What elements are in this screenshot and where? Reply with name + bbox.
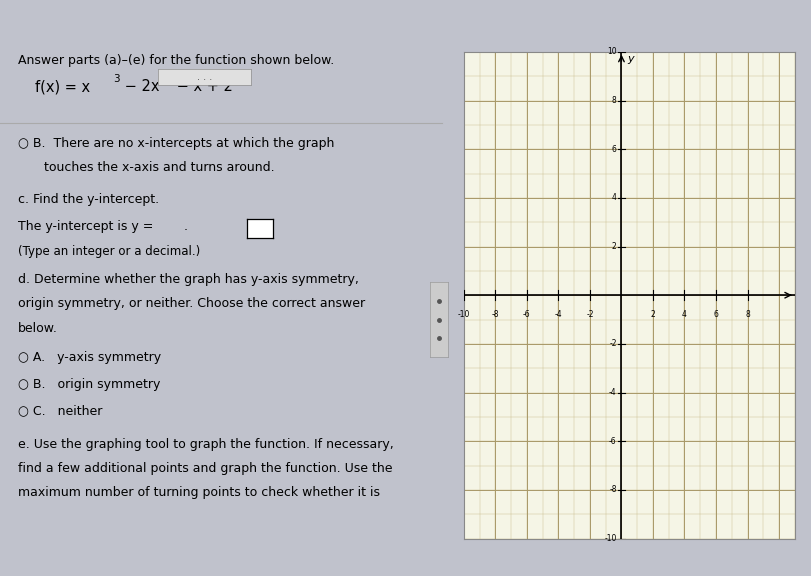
Text: -10: -10 [604, 534, 616, 543]
Text: Answer parts (a)–(e) for the function shown below.: Answer parts (a)–(e) for the function sh… [18, 54, 334, 67]
Text: -2: -2 [586, 310, 594, 319]
Text: 2: 2 [165, 74, 173, 84]
Text: − 2x: − 2x [120, 79, 160, 94]
Text: 4: 4 [611, 194, 616, 202]
Text: ○ B.   origin symmetry: ○ B. origin symmetry [18, 378, 160, 391]
Text: 4: 4 [682, 310, 687, 319]
Text: -6: -6 [523, 310, 530, 319]
Text: c. Find the y-intercept.: c. Find the y-intercept. [18, 193, 159, 206]
Text: (Type an integer or a decimal.): (Type an integer or a decimal.) [18, 245, 200, 258]
Text: . . .: . . . [197, 72, 212, 82]
Text: touches the x-axis and turns around.: touches the x-axis and turns around. [44, 161, 275, 174]
Text: ○ B.  There are no x-intercepts at which the graph: ○ B. There are no x-intercepts at which … [18, 137, 334, 150]
Text: -4: -4 [555, 310, 562, 319]
Text: origin symmetry, or neither. Choose the correct answer: origin symmetry, or neither. Choose the … [18, 297, 365, 310]
Text: e. Use the graphing tool to graph the function. If necessary,: e. Use the graphing tool to graph the fu… [18, 438, 393, 451]
Text: .: . [183, 220, 187, 233]
Text: f(x) = x: f(x) = x [36, 79, 91, 94]
Text: -8: -8 [491, 310, 499, 319]
Text: below.: below. [18, 321, 58, 335]
Text: The y-intercept is y =: The y-intercept is y = [18, 220, 157, 233]
Text: 2: 2 [650, 310, 655, 319]
Text: − x + 2: − x + 2 [173, 79, 234, 94]
Text: ○ C.   neither: ○ C. neither [18, 404, 102, 418]
Text: 3: 3 [113, 74, 119, 84]
Text: 8: 8 [612, 96, 616, 105]
Text: -8: -8 [609, 486, 616, 494]
Text: -6: -6 [609, 437, 616, 446]
Text: -4: -4 [609, 388, 616, 397]
Text: y: y [627, 54, 633, 65]
Text: d. Determine whether the graph has y-axis symmetry,: d. Determine whether the graph has y-axi… [18, 274, 358, 286]
Text: 2: 2 [612, 242, 616, 251]
Text: ○ A.   y-axis symmetry: ○ A. y-axis symmetry [18, 351, 161, 364]
Text: -2: -2 [609, 339, 616, 348]
Text: 8: 8 [745, 310, 750, 319]
Text: 6: 6 [714, 310, 719, 319]
Text: ↖: ↖ [545, 417, 560, 435]
Text: -10: -10 [457, 310, 470, 319]
Text: maximum number of turning points to check whether it is: maximum number of turning points to chec… [18, 486, 380, 499]
Text: 10: 10 [607, 47, 616, 56]
Text: 6: 6 [611, 145, 616, 154]
Text: find a few additional points and graph the function. Use the: find a few additional points and graph t… [18, 462, 393, 475]
